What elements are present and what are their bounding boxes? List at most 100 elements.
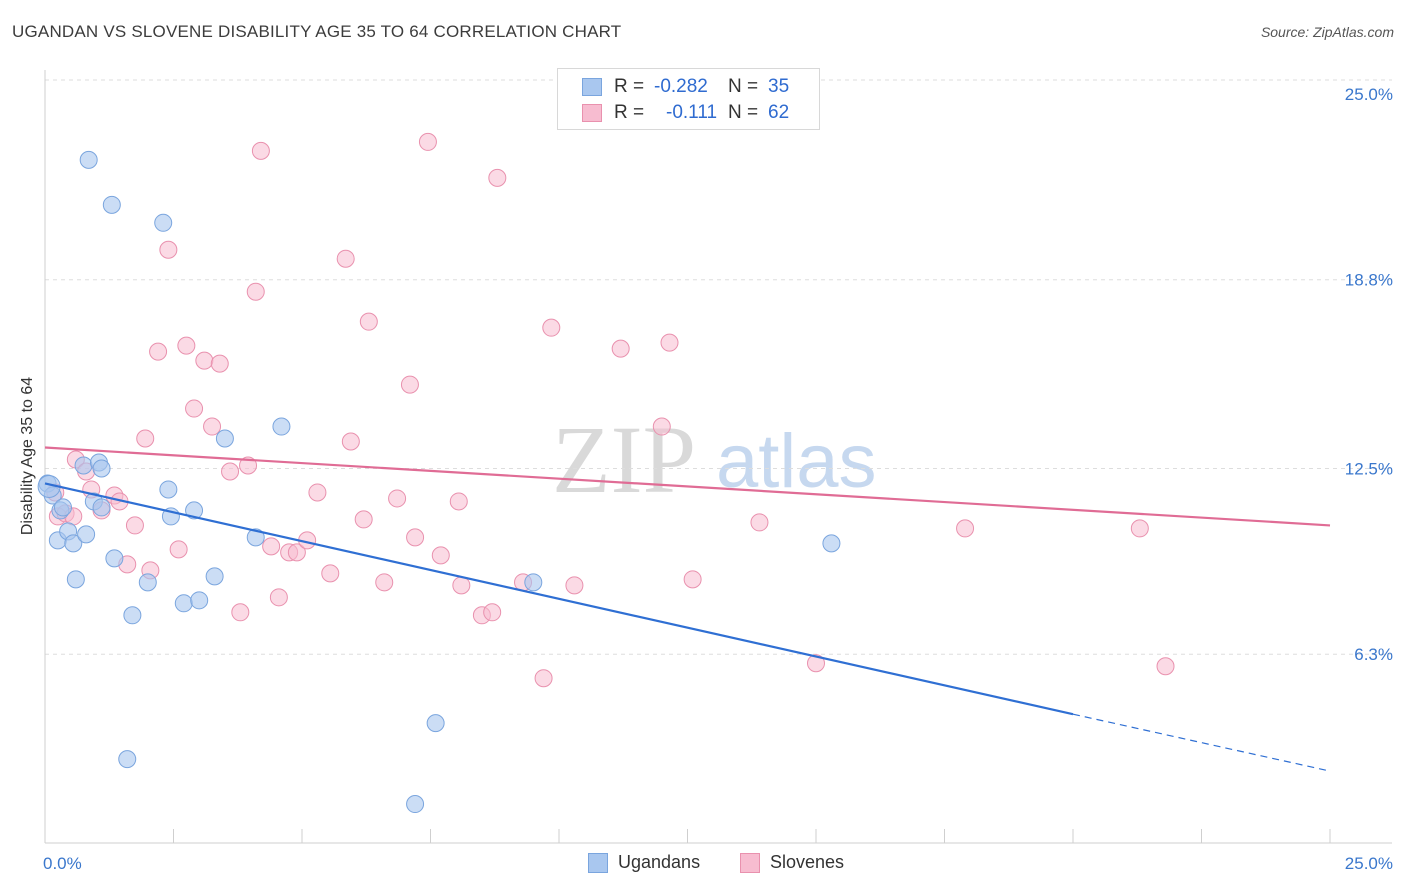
slovenes-point <box>269 588 288 607</box>
slovenes-point <box>683 570 702 589</box>
ugandans-point <box>406 795 425 814</box>
ugandans-point <box>138 573 157 592</box>
series-legend-slovenes[interactable]: Slovenes <box>740 852 844 873</box>
ugandans-point <box>524 573 543 592</box>
slovenes-point <box>354 510 373 529</box>
ugandans-point <box>77 525 96 544</box>
source-label: Source: ZipAtlas.com <box>1260 24 1394 40</box>
ugandans-trend-line <box>44 482 1074 716</box>
legend-r-value: -0.111 <box>666 102 718 123</box>
ugandans-point <box>246 528 265 547</box>
series-swatch-ugandans <box>588 852 608 873</box>
watermark-zip: ZIP <box>552 406 696 513</box>
slovenes-point <box>418 132 437 151</box>
slovenes-point <box>336 249 355 268</box>
slovenes-point <box>406 528 425 547</box>
legend-swatch-slovenes <box>582 104 602 122</box>
slovenes-point <box>542 318 561 337</box>
legend-n-value: 62 <box>768 102 790 123</box>
legend-r-label: R = <box>614 76 645 97</box>
slovenes-point <box>231 603 250 622</box>
slovenes-point <box>750 513 769 532</box>
slovenes-point <box>321 564 340 583</box>
slovenes-point <box>534 669 553 688</box>
slovenes-trend-line <box>44 446 1331 527</box>
slovenes-point <box>807 654 825 673</box>
x-tick-label: 25.0% <box>1345 854 1393 873</box>
legend-n-label: N = <box>728 102 759 123</box>
slovenes-point <box>388 489 407 508</box>
ugandans-point <box>118 750 137 769</box>
y-tick-label: 18.8% <box>1345 271 1393 290</box>
legend-row-ugandans: R = -0.282 N = 35 <box>582 75 789 99</box>
slovenes-point <box>221 462 240 481</box>
slovenes-point <box>251 141 270 160</box>
y-tick-label: 12.5% <box>1345 459 1393 478</box>
slovenes-point <box>246 282 265 301</box>
ugandans-point <box>92 459 111 478</box>
slovenes-point <box>308 483 327 502</box>
slovenes-point <box>488 168 507 187</box>
legend-r-value: -0.282 <box>654 76 708 97</box>
ugandans-point <box>53 498 72 517</box>
ugandans-point <box>174 594 193 613</box>
slovenes-point <box>452 576 471 595</box>
ugandans-point <box>123 606 142 625</box>
x-tick-label: 0.0% <box>43 854 82 873</box>
slovenes-point <box>431 546 450 565</box>
slovenes-point <box>565 576 584 595</box>
y-tick-label: 25.0% <box>1345 85 1393 104</box>
slovenes-point <box>652 417 671 436</box>
legend-n-label: N = <box>728 76 759 97</box>
ugandans-point <box>66 570 85 589</box>
slovenes-point <box>185 399 204 418</box>
slovenes-point <box>483 603 502 622</box>
slovenes-point <box>287 543 306 562</box>
slovenes-point <box>1130 519 1149 538</box>
slovenes-point <box>210 354 229 373</box>
ugandans-point <box>205 567 224 586</box>
ugandans-trend-extension <box>1072 713 1331 772</box>
slovenes-point <box>1156 657 1175 676</box>
ugandans-point <box>102 195 121 214</box>
ugandans-point <box>105 549 124 568</box>
slovenes-point <box>660 333 679 352</box>
legend-r-label: R = <box>614 102 645 123</box>
legend-n-value: 35 <box>768 76 790 97</box>
slovenes-point <box>262 537 281 556</box>
y-tick-label: 6.3% <box>1354 645 1393 664</box>
slovenes-point <box>359 312 378 331</box>
ugandans-point <box>185 501 204 520</box>
ugandans-point <box>154 213 173 232</box>
ugandans-point <box>822 534 841 553</box>
chart-title: UGANDAN VS SLOVENE DISABILITY AGE 35 TO … <box>12 22 622 41</box>
watermark: ZIP atlas <box>552 406 877 513</box>
ugandans-point <box>215 429 234 448</box>
series-swatch-slovenes <box>740 852 760 873</box>
slovenes-point <box>169 540 188 559</box>
slovenes-point <box>125 516 144 535</box>
ugandans-point <box>159 480 178 499</box>
ugandans-point <box>272 417 291 436</box>
ugandans-point <box>74 456 93 475</box>
correlation-legend: R = -0.282 N = 35 R = -0.111 N = 62 <box>557 68 820 130</box>
legend-row-slovenes: R = -0.111 N = 62 <box>582 101 789 125</box>
slovenes-point <box>136 429 155 448</box>
ugandans-point <box>92 498 111 517</box>
slovenes-point <box>449 492 468 511</box>
watermark-atlas: atlas <box>716 419 877 504</box>
slovenes-point <box>195 351 214 370</box>
series-legend-ugandans[interactable]: Ugandans <box>588 852 700 873</box>
series-label-slovenes: Slovenes <box>770 852 845 872</box>
slovenes-point <box>400 375 419 394</box>
ugandans-point <box>64 534 83 553</box>
slovenes-point <box>341 432 360 451</box>
slovenes-point <box>611 339 630 358</box>
series-label-ugandans: Ugandans <box>618 852 701 872</box>
slovenes-point <box>203 417 222 436</box>
ugandans-point <box>426 714 445 733</box>
slovenes-point <box>159 240 178 259</box>
series-legend: Ugandans Slovenes <box>0 852 1406 878</box>
legend-swatch-ugandans <box>582 78 602 96</box>
